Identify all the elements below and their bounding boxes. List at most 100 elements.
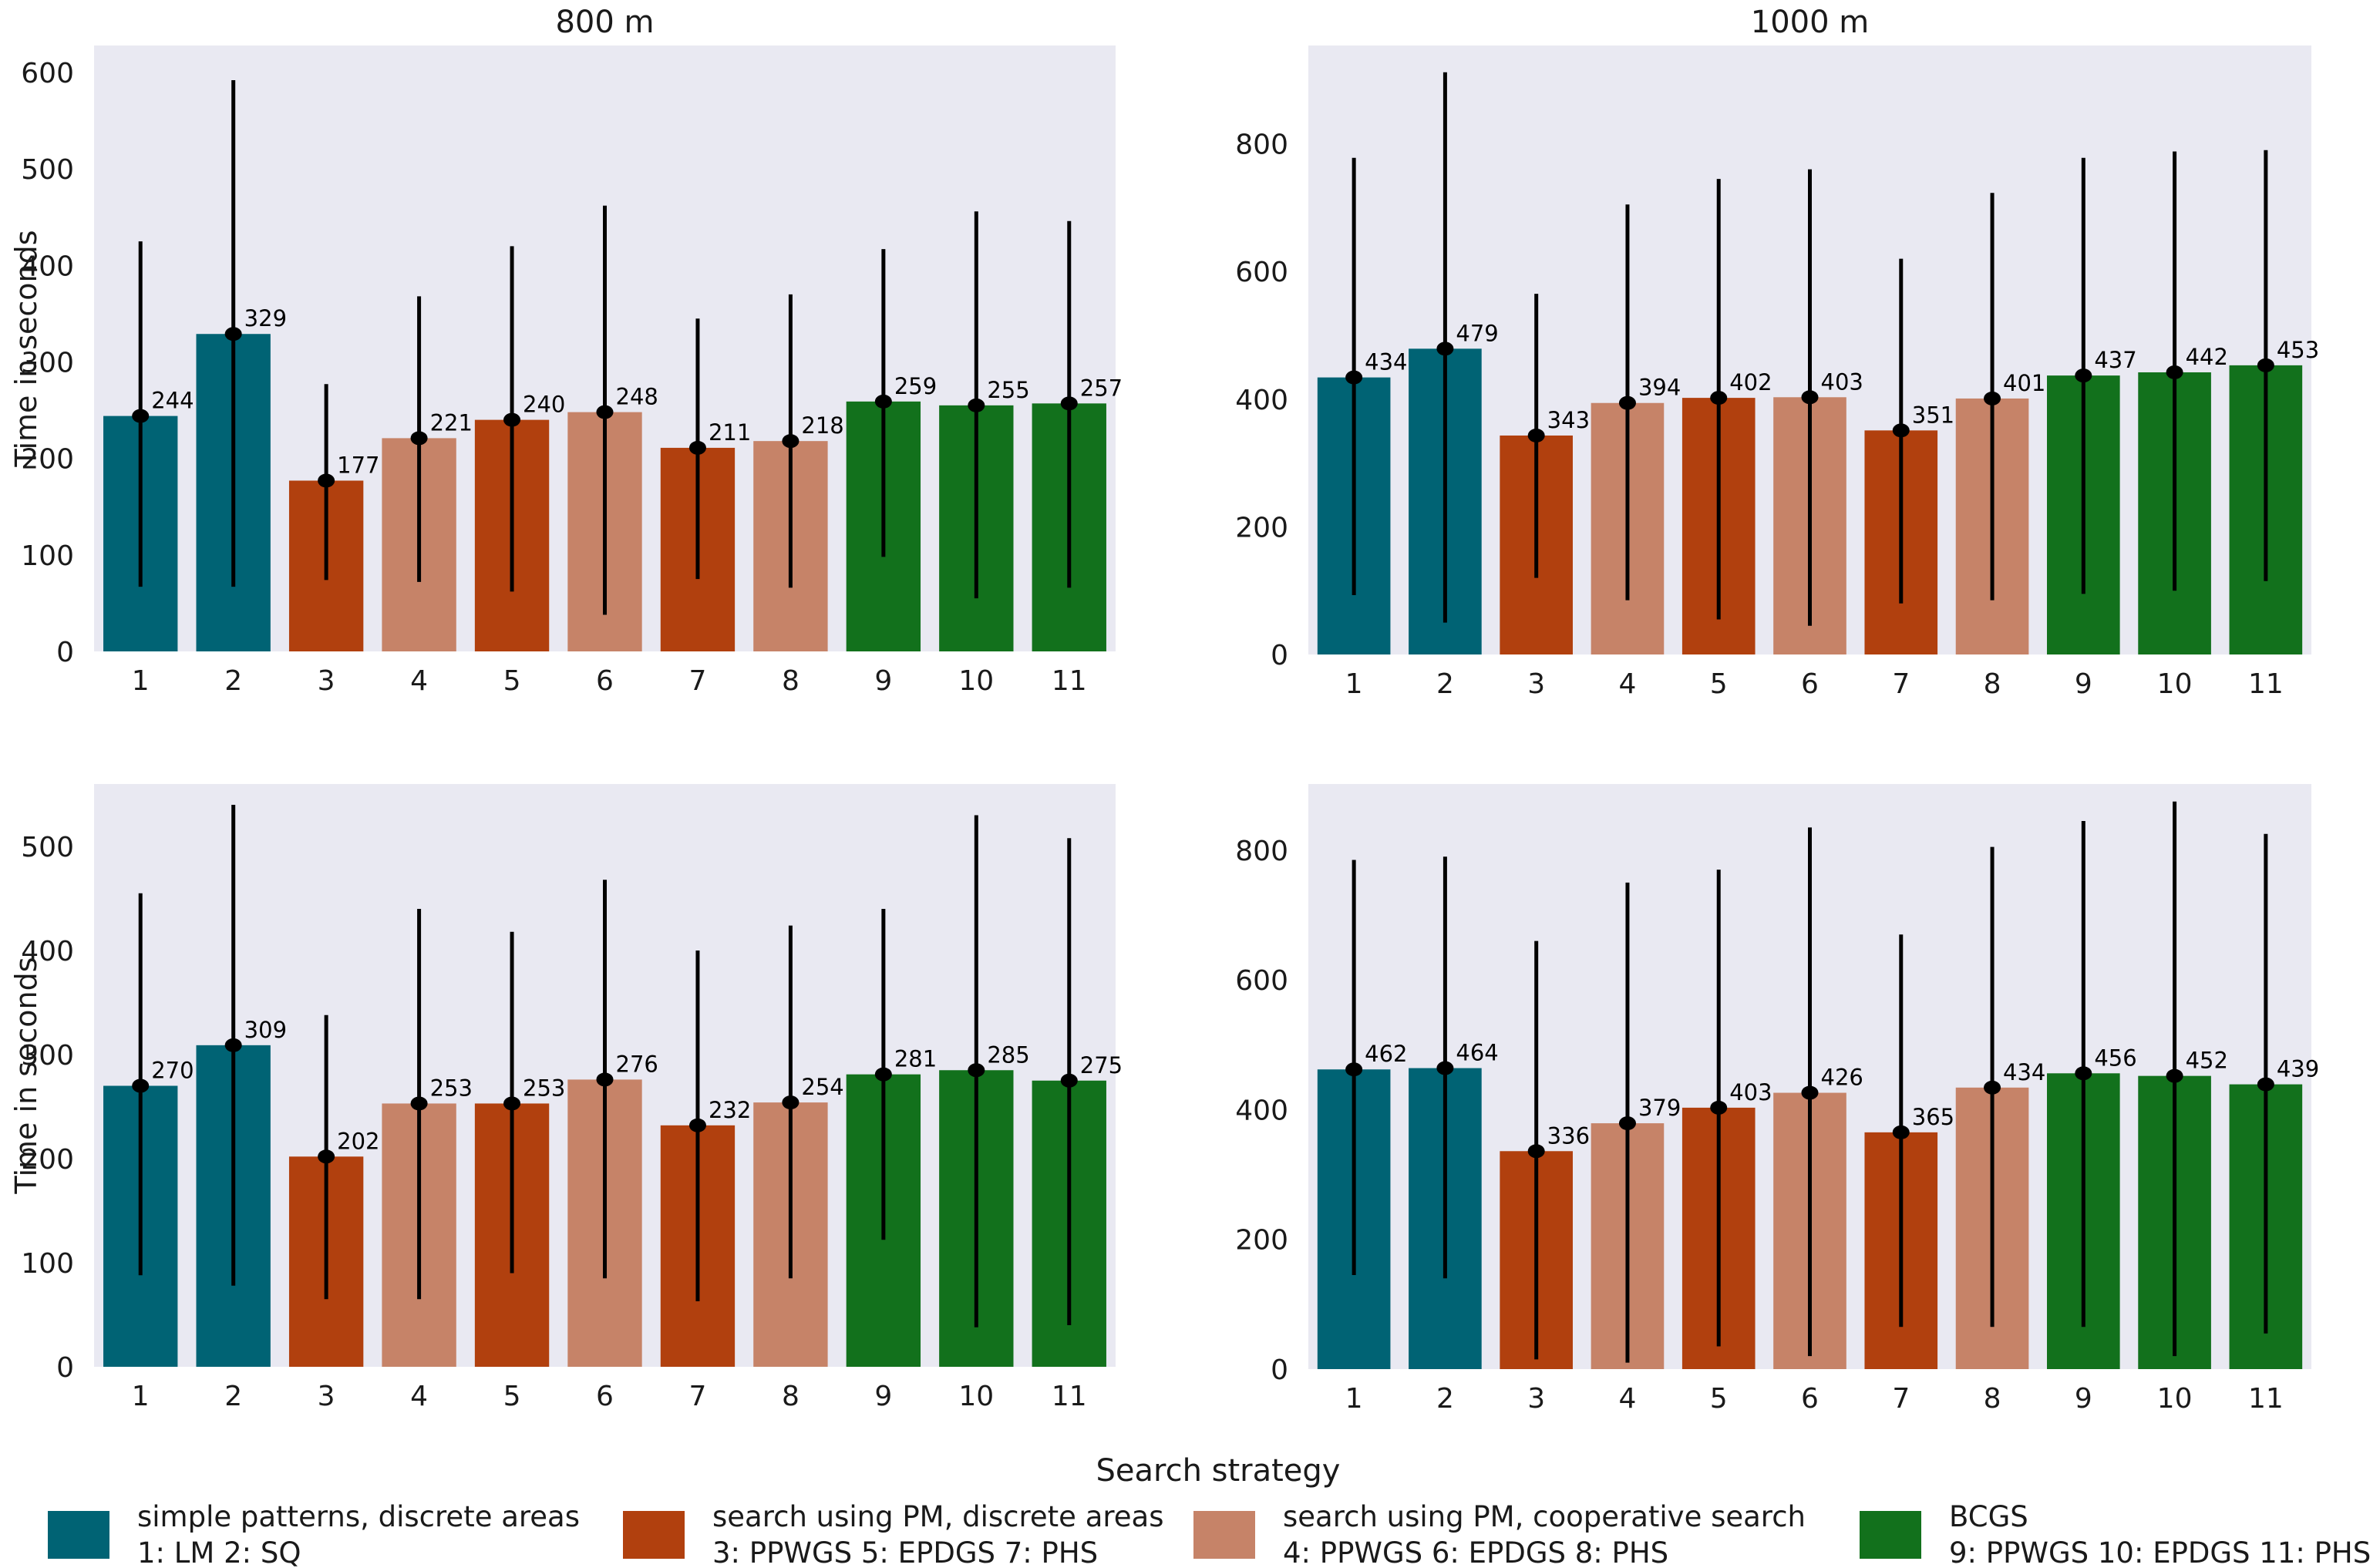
x-tick-label: 8: [1984, 1383, 2001, 1415]
x-tick-label: 2: [1436, 668, 1454, 700]
x-tick-label: 10: [958, 1381, 994, 1412]
value-label: 285: [987, 1041, 1029, 1068]
value-label: 253: [430, 1075, 473, 1101]
y-tick-label: 500: [21, 832, 74, 863]
value-label: 403: [1821, 368, 1863, 395]
legend-swatch-salmon: [1193, 1511, 1255, 1559]
legend-item-simple-patterns: simple patterns, discrete areas 1: LM 2:…: [48, 1499, 580, 1568]
legend-sublabel: 1: LM 2: SQ: [137, 1536, 301, 1568]
y-axis-label-bottom: Time in seconds: [9, 957, 43, 1194]
legend-swatch-green: [1860, 1511, 1921, 1559]
x-tick-label: 7: [689, 665, 707, 697]
value-label: 464: [1456, 1040, 1498, 1066]
value-label: 211: [709, 419, 751, 446]
mean-marker: [1984, 1080, 2001, 1095]
y-tick-label: 600: [1235, 257, 1288, 288]
mean-marker: [874, 394, 892, 409]
value-label: 221: [430, 409, 473, 436]
value-label: 462: [1365, 1041, 1407, 1067]
x-tick-label: 3: [1527, 1383, 1545, 1415]
y-tick-label: 200: [21, 444, 74, 476]
x-tick-label: 6: [596, 1381, 614, 1412]
y-tick-label: 600: [21, 58, 74, 89]
x-tick-label: 10: [2157, 1383, 2193, 1415]
legend-label: BCGS: [1949, 1500, 2028, 1533]
value-label: 232: [709, 1097, 751, 1123]
value-label: 253: [523, 1075, 565, 1101]
mean-marker: [1436, 342, 1454, 356]
mean-marker: [503, 1096, 521, 1111]
value-label: 259: [894, 373, 937, 399]
mean-marker: [132, 1078, 150, 1093]
value-label: 403: [1729, 1079, 1772, 1105]
x-tick-label: 2: [224, 665, 242, 697]
x-tick-label: 6: [1801, 668, 1819, 700]
x-tick-label: 4: [1619, 1383, 1637, 1415]
x-tick-label: 10: [958, 665, 994, 697]
subplot-top-left: 0 100 200 300 400 500 600 244 1 329 2 177 3 221 4 240 5 2…: [21, 45, 1123, 697]
value-label: 365: [1912, 1104, 1954, 1130]
legend-label: search using PM, discrete areas: [712, 1500, 1164, 1533]
mean-marker: [1527, 1144, 1545, 1159]
mean-marker: [2257, 358, 2274, 372]
value-label: 456: [2094, 1045, 2136, 1071]
y-tick-label: 800: [1235, 130, 1288, 161]
value-label: 402: [1729, 369, 1772, 395]
mean-marker: [1710, 1100, 1728, 1115]
mean-marker: [1436, 1061, 1454, 1075]
y-tick-label: 300: [21, 1040, 74, 1072]
mean-marker: [318, 473, 335, 488]
value-label: 426: [1821, 1065, 1863, 1091]
x-axis-label: Search strategy: [1096, 1453, 1341, 1489]
mean-marker: [1060, 1073, 1078, 1088]
legend-item-bcgs: BCGS 9: PPWGS 10: EPDGS 11: PHS: [1860, 1499, 2371, 1568]
value-label: 275: [1080, 1052, 1123, 1078]
mean-marker: [1618, 1116, 1636, 1131]
y-tick-label: 800: [1235, 836, 1288, 867]
x-tick-label: 4: [410, 665, 428, 697]
x-tick-label: 9: [874, 665, 892, 697]
x-tick-label: 2: [224, 1381, 242, 1412]
value-label: 255: [987, 377, 1029, 403]
y-tick-label: 600: [1235, 965, 1288, 997]
x-tick-label: 2: [1436, 1383, 1454, 1415]
value-label: 442: [2186, 344, 2228, 370]
y-tick-label: 300: [21, 348, 74, 379]
x-tick-label: 5: [503, 665, 521, 697]
subplot-bottom-right: 0 200 400 600 800 462 1 464 2 336 3 379 4 403 5 426 6 365…: [1235, 784, 2319, 1415]
x-tick-label: 8: [782, 665, 800, 697]
value-label: 244: [151, 388, 194, 414]
x-tick-label: 6: [1801, 1383, 1819, 1415]
mean-marker: [2166, 1068, 2183, 1083]
y-tick-label: 200: [1235, 512, 1288, 543]
legend-sublabel: 4: PPWGS 6: EPDGS 8: PHS: [1283, 1536, 1669, 1568]
legend-label: search using PM, cooperative search: [1283, 1500, 1806, 1533]
y-tick-label: 0: [56, 637, 74, 668]
x-tick-label: 3: [1527, 668, 1545, 700]
mean-marker: [968, 398, 985, 412]
y-tick-label: 100: [21, 1248, 74, 1280]
x-tick-label: 7: [1892, 668, 1910, 700]
mean-marker: [1618, 395, 1636, 410]
value-label: 257: [1080, 375, 1123, 401]
value-label: 452: [2186, 1048, 2228, 1074]
value-label: 281: [894, 1046, 937, 1072]
mean-marker: [318, 1149, 335, 1164]
mean-marker: [782, 1095, 800, 1110]
value-label: 394: [1638, 375, 1681, 401]
mean-marker: [410, 431, 428, 446]
legend-sublabel: 3: PPWGS 5: EPDGS 7: PHS: [712, 1536, 1099, 1568]
value-label: 351: [1912, 402, 1954, 428]
x-tick-label: 5: [1710, 1383, 1728, 1415]
value-label: 434: [2003, 1059, 2045, 1085]
mean-marker: [688, 1118, 706, 1132]
mean-marker: [968, 1063, 985, 1078]
y-tick-label: 400: [1235, 385, 1288, 416]
value-label: 437: [2094, 347, 2136, 373]
mean-marker: [1892, 423, 1910, 438]
x-tick-label: 4: [410, 1381, 428, 1412]
mean-marker: [224, 327, 242, 342]
legend-item-pm-cooperative: search using PM, cooperative search 4: P…: [1193, 1499, 1806, 1568]
mean-marker: [688, 440, 706, 455]
